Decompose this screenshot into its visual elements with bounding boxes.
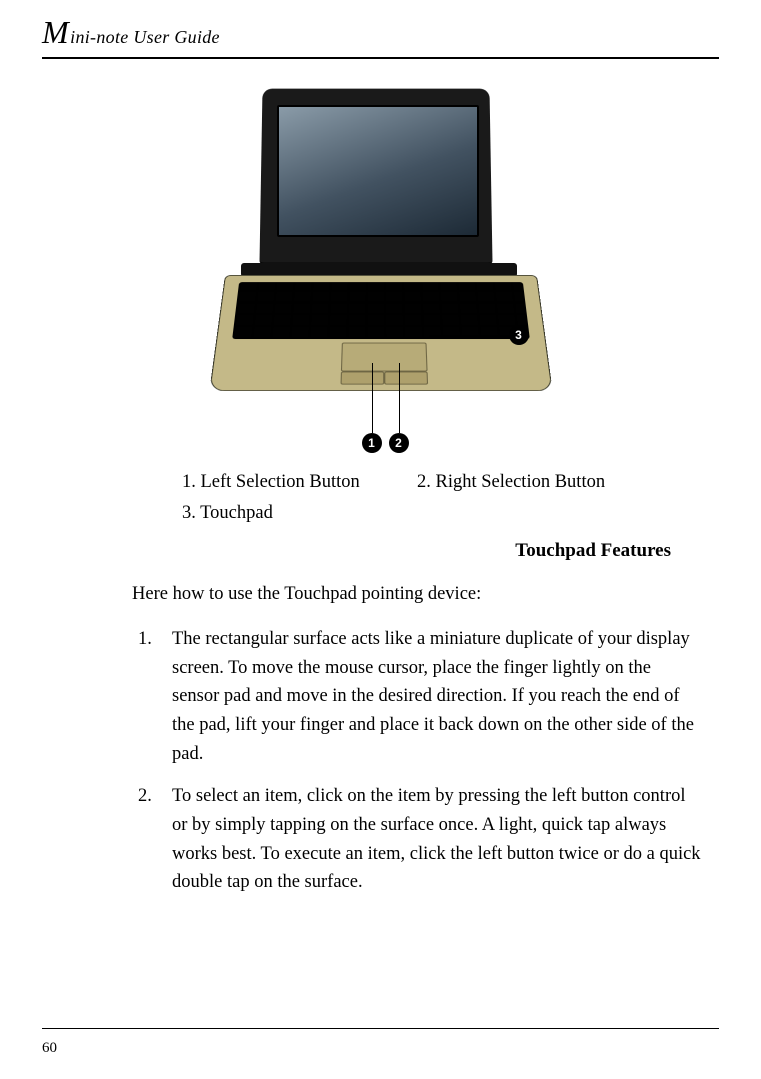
legend-row-1: 1. Left Selection Button 2. Right Select… — [182, 467, 719, 498]
callout-badge-2: 2 — [389, 433, 409, 453]
callout-badge-3: 3 — [509, 325, 529, 345]
list-text: The rectangular surface acts like a mini… — [172, 625, 701, 768]
intro-paragraph: Here how to use the Touchpad pointing de… — [132, 584, 719, 605]
laptop-base — [209, 275, 552, 391]
laptop-keyboard — [232, 282, 530, 339]
callout-line-3 — [429, 335, 509, 337]
header-initial: M — [42, 14, 69, 51]
laptop-touchpad — [340, 343, 427, 372]
list-number: 2. — [138, 782, 172, 897]
legend-item-2: 2. Right Selection Button — [417, 467, 605, 498]
laptop-figure: 3 1 2 — [221, 87, 541, 457]
page-header: M ini-note User Guide — [42, 14, 719, 59]
legend-item-3: 3. Touchpad — [182, 498, 417, 529]
figure-container: 3 1 2 — [42, 87, 719, 457]
laptop-left-button — [340, 372, 384, 385]
list-text: To select an item, click on the item by … — [172, 782, 701, 897]
footer-rule — [42, 1028, 719, 1029]
legend-item-1: 1. Left Selection Button — [182, 467, 417, 498]
page: M ini-note User Guide 3 1 2 — [0, 0, 761, 1079]
legend-row-2: 3. Touchpad — [182, 498, 719, 529]
laptop-right-button — [384, 372, 428, 385]
laptop-screen — [277, 105, 479, 237]
page-number: 60 — [42, 1040, 57, 1057]
list-number: 1. — [138, 625, 172, 768]
ordered-list: 1. The rectangular surface acts like a m… — [138, 625, 701, 897]
callout-badge-1: 1 — [362, 433, 382, 453]
callout-line-2 — [399, 363, 401, 433]
figure-legend: 1. Left Selection Button 2. Right Select… — [182, 467, 719, 528]
callout-line-1 — [372, 363, 374, 433]
list-item: 1. The rectangular surface acts like a m… — [138, 625, 701, 768]
header-title: ini-note User Guide — [70, 27, 220, 48]
list-item: 2. To select an item, click on the item … — [138, 782, 701, 897]
section-title: Touchpad Features — [42, 540, 671, 562]
